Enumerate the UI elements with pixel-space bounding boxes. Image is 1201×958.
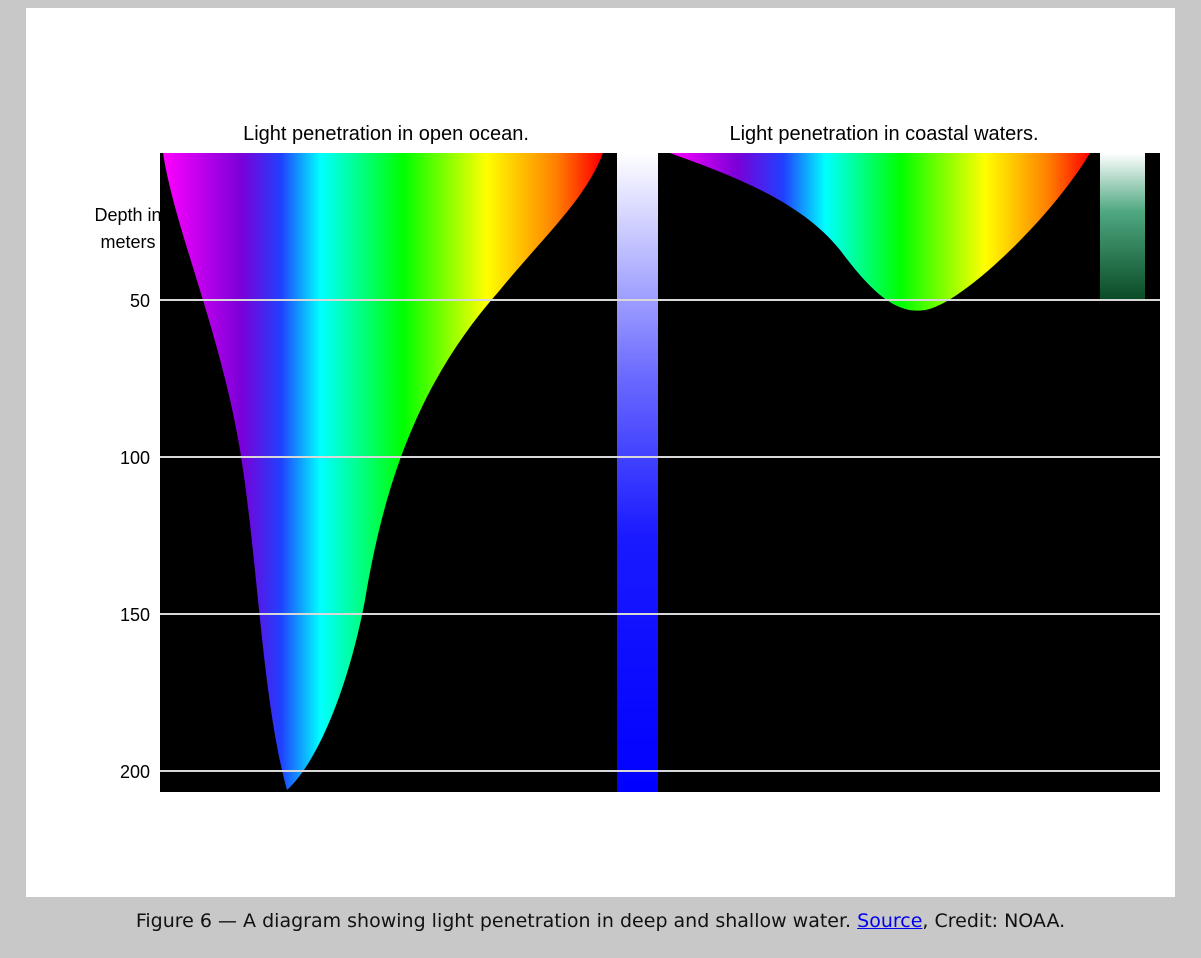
depth-label: Depth in <box>94 205 161 225</box>
depth-tick-label: 50 <box>130 291 150 311</box>
green-bar <box>1100 153 1145 300</box>
caption-credit: , Credit: NOAA. <box>922 910 1066 932</box>
depth-tick-label: 100 <box>120 448 150 468</box>
coastal-spectrum <box>670 153 1090 311</box>
panel-title: Light penetration in coastal waters. <box>729 123 1038 145</box>
depth-tick-label: 150 <box>120 605 150 625</box>
depth-label: meters <box>100 232 155 252</box>
depth-tick-label: 200 <box>120 762 150 782</box>
blue-bar <box>617 153 658 792</box>
figure: Light penetration in open ocean. Light p… <box>94 123 1160 792</box>
caption-text: Figure 6 — A diagram showing light penet… <box>135 910 852 932</box>
caption: Figure 6 — A diagram showing light penet… <box>0 910 1201 932</box>
source-link[interactable]: Source <box>857 910 923 932</box>
panel-title: Light penetration in open ocean. <box>243 123 529 145</box>
open-spectrum <box>163 153 603 790</box>
